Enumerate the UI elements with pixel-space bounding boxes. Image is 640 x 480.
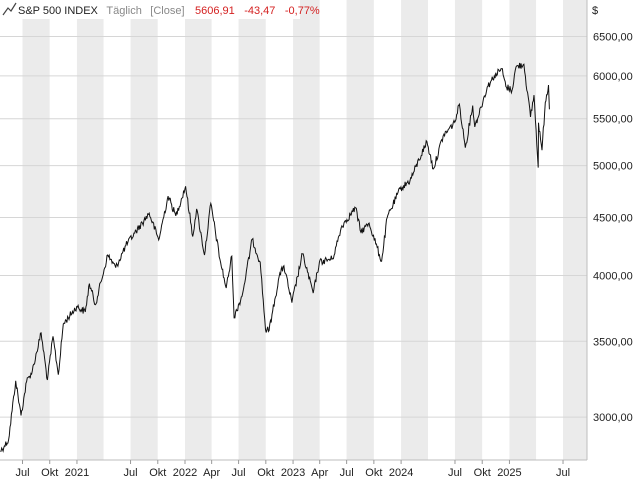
y-tick-label: 4000,00 [593,271,633,283]
x-tick-label: Okt [149,467,166,479]
y-tick-label: 5500,00 [593,114,633,126]
quarter-band [509,0,537,460]
quarter-band [428,0,455,460]
x-tick-label: Jul [448,467,462,479]
quarter-band [454,0,483,460]
x-tick-label: Okt [474,467,491,479]
x-tick-label: Okt [41,467,58,479]
x-tick-label: 2024 [389,467,413,479]
x-tick-label: 2021 [65,467,89,479]
mode-label: [Close] [150,5,184,17]
y-axis-area [587,0,640,460]
price-change: -43,47 [244,5,275,17]
quarter-band [211,0,239,460]
quarter-band [563,0,587,460]
quarter-band [157,0,186,460]
x-tick-label: Jul [340,467,354,479]
quarter-band [130,0,158,460]
quarter-band [401,0,429,460]
x-tick-label: Jul [232,467,246,479]
quarter-band [482,0,510,460]
x-tick-label: 2022 [173,467,197,479]
x-tick-label: 2023 [281,467,305,479]
y-axis-labels: 3000,00 3500,00 4000,00 4500,00 5000,00 5500,… [593,31,633,424]
quarter-band [238,0,266,460]
x-tick-label: Okt [365,467,382,479]
quarter-band [536,0,564,460]
interval-label: Täglich [106,5,141,17]
instrument-name: S&P 500 INDEX [18,5,99,17]
x-tick-label: Okt [257,467,274,479]
line-chart-icon[interactable] [2,2,17,16]
x-tick-label: Jul [124,467,138,479]
y-axis-unit: $ [592,5,598,17]
gridlines [0,35,587,418]
y-tick-label: 3000,00 [593,412,633,424]
y-tick-label: 6500,00 [593,31,633,43]
x-tick-label: 2025 [497,467,521,479]
x-tick-label: Jul [556,467,570,479]
quarter-band [265,0,294,460]
y-tick-label: 5000,00 [593,161,633,173]
x-tick-label: Jul [15,467,29,479]
y-tick-label: 3500,00 [593,336,633,348]
quarter-band [22,0,50,460]
quarter-band [319,0,347,460]
quarter-band [373,0,402,460]
price-change-pct: -0,77% [285,5,320,17]
header-bar [0,0,300,19]
quarter-band [103,0,131,460]
time-bands [0,0,587,460]
quarter-band [49,0,77,460]
price-line [0,62,550,453]
last-price: 5606,91 [195,5,235,17]
quarter-band [185,0,212,460]
x-tick-label: Apr [311,467,328,479]
y-tick-label: 4500,00 [593,213,633,225]
quarter-band [0,0,23,460]
quarter-band [76,0,104,460]
y-tick-label: 6000,00 [593,71,633,83]
x-axis-labels: Jul Okt 2021 Jul Okt 2022 Apr Jul Okt 2023 Apr Jul O… [15,460,570,479]
header-text: S&P 500 INDEX Täglich [Close] 5606,91 -4… [18,1,320,18]
x-tick-label: Apr [203,467,220,479]
quarter-band [293,0,320,460]
